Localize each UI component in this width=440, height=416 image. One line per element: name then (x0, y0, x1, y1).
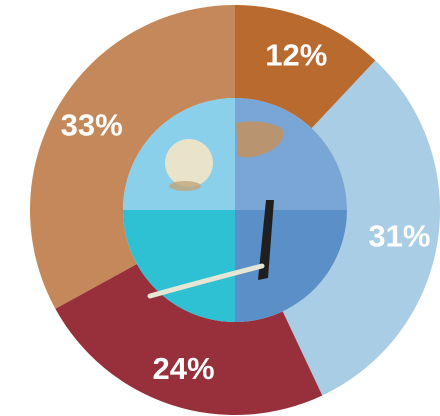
slice-label-31: 31% (368, 219, 430, 254)
slice-label-24: 24% (153, 351, 215, 386)
center-photo (123, 98, 347, 322)
donut-slice-24 (55, 263, 323, 415)
slice-label-12: 12% (265, 38, 327, 73)
photo-quadrant-lower-left (123, 210, 235, 322)
donut-slice-33 (30, 5, 235, 309)
photo-ball-shadow (169, 181, 201, 191)
photo-ball (165, 139, 213, 187)
photo-dark-object (258, 200, 274, 280)
slice-labels: 12% 31% 24% 33% (61, 38, 431, 386)
donut-slices (30, 5, 440, 415)
photo-white-line (147, 263, 265, 299)
slice-label-33: 33% (61, 108, 123, 143)
donut-slice-31 (282, 60, 440, 396)
donut-slice-12 (235, 5, 376, 129)
photo-shell (236, 121, 284, 158)
